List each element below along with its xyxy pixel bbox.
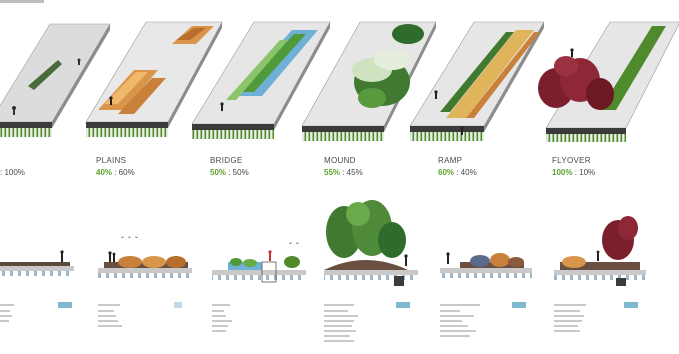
caption-line xyxy=(554,320,582,322)
ratio-green: 60% xyxy=(438,168,455,177)
caption-line xyxy=(212,304,230,306)
caption-line xyxy=(324,330,356,332)
ratio-label-mound: 55% : 45% xyxy=(324,168,363,177)
legend-swatch xyxy=(396,302,410,308)
slab-mound xyxy=(301,21,437,141)
legend-swatch xyxy=(512,302,526,308)
caption-line xyxy=(212,310,224,312)
caption-line xyxy=(324,325,352,327)
ratio-label-ramp: 60% : 40% xyxy=(438,168,477,177)
caption-line xyxy=(440,335,470,337)
caption-line xyxy=(212,315,226,317)
caption-line xyxy=(554,304,586,306)
section-hardscape xyxy=(0,250,74,276)
caption-line xyxy=(0,304,14,306)
legend-swatch xyxy=(624,302,638,308)
ratio-green: 100% xyxy=(552,168,573,177)
ratio-label-hardscape: : 100% xyxy=(0,168,25,177)
ratio-grey: : 50% xyxy=(226,168,249,177)
svg-text:⌄ ⌄: ⌄ ⌄ xyxy=(288,239,300,246)
caption-line xyxy=(554,310,580,312)
ratio-label-flyover: 100% : 10% xyxy=(552,168,595,177)
caption-line xyxy=(324,304,354,306)
caption-line xyxy=(0,320,9,322)
caption-line xyxy=(440,310,460,312)
caption-line xyxy=(554,315,584,317)
type-label-flyover: FLYOVER xyxy=(552,156,591,165)
type-label-plains: PLAINS xyxy=(96,156,127,165)
ratio-grey: : 60% xyxy=(112,168,135,177)
type-label-mound: MOUND xyxy=(324,156,356,165)
ratio-label-plains: 40% : 60% xyxy=(96,168,135,177)
ratio-label-bridge: 50% : 50% xyxy=(210,168,249,177)
section-bridge: ⌄ ⌄ xyxy=(212,239,306,283)
ratio-green: 55% xyxy=(324,168,341,177)
ratio-grey: : 40% xyxy=(454,168,477,177)
caption-line xyxy=(98,320,118,322)
ratio-green: 40% xyxy=(96,168,113,177)
caption-line xyxy=(212,320,232,322)
section-ramp xyxy=(440,252,532,278)
ratio-grey: : 100% xyxy=(0,168,25,177)
caption-line xyxy=(98,304,120,306)
svg-text:⌄ ⌄ ⌄: ⌄ ⌄ ⌄ xyxy=(120,233,139,240)
caption-line xyxy=(0,315,12,317)
caption-line xyxy=(212,330,226,332)
section-plains: ⌄ ⌄ ⌄ xyxy=(98,233,192,278)
section-mound xyxy=(324,200,418,286)
corner-tab xyxy=(0,0,44,3)
slab-hardscape xyxy=(0,23,111,137)
ratio-green: 50% xyxy=(210,168,227,177)
caption-line xyxy=(554,325,578,327)
caption-line xyxy=(440,315,474,317)
ratio-grey: : 10% xyxy=(572,168,596,177)
type-label-bridge: BRIDGE xyxy=(210,156,243,165)
legend-swatch xyxy=(58,302,72,308)
caption-line xyxy=(440,330,476,332)
caption-line xyxy=(98,325,122,327)
caption-line xyxy=(324,320,354,322)
slab-ramp xyxy=(409,21,545,141)
type-label-ramp: RAMP xyxy=(438,156,463,165)
caption-line xyxy=(324,310,348,312)
caption-line xyxy=(324,340,354,342)
section-flyover xyxy=(554,216,646,286)
caption-line xyxy=(554,330,580,332)
caption-line xyxy=(98,315,116,317)
caption-line xyxy=(0,310,10,312)
slab-flyover xyxy=(538,21,679,142)
caption-line xyxy=(440,325,468,327)
caption-line xyxy=(324,335,350,337)
caption-line xyxy=(212,325,228,327)
ratio-grey: : 45% xyxy=(340,168,363,177)
legend-swatch xyxy=(174,302,182,308)
caption-line xyxy=(98,310,114,312)
slab-bridge xyxy=(191,21,331,139)
slab-plains xyxy=(85,21,223,137)
caption-line xyxy=(440,320,462,322)
caption-line xyxy=(324,315,358,317)
caption-line xyxy=(440,304,480,306)
